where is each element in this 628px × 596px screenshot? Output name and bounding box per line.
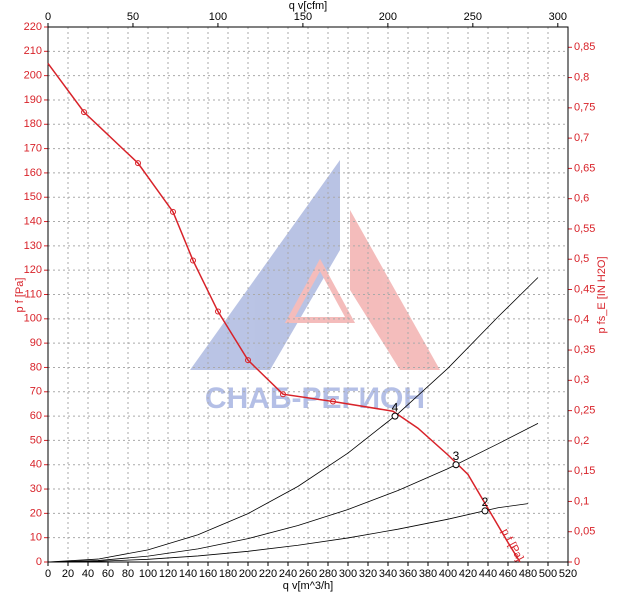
y-tick-label: 0 [36, 556, 42, 568]
y-axis-label: p f [Pa] [14, 278, 26, 313]
y2-tick-label: 0,75 [574, 102, 595, 114]
y2-tick-label: 0,45 [574, 283, 595, 295]
y-tick-label: 10 [30, 532, 42, 544]
x-tick-label: 280 [319, 568, 337, 580]
operating-point [481, 507, 489, 515]
x-tick-label: 220 [259, 568, 277, 580]
x-tick-label: 0 [45, 568, 51, 580]
plot-frame [47, 26, 569, 563]
curve-marker [215, 308, 221, 315]
x2-tick-label: 0 [45, 11, 51, 23]
curve-marker [170, 208, 176, 215]
x-tick-label: 160 [199, 568, 217, 580]
y2-tick-label: 0,25 [574, 405, 595, 417]
x-tick-label: 520 [559, 568, 577, 580]
operating-point-label: 2 [482, 495, 489, 509]
curve-marker [135, 160, 141, 167]
y-tick-label: 210 [24, 45, 42, 57]
curve-marker [81, 109, 87, 116]
y-tick-label: 190 [24, 94, 42, 106]
fan-curve [47, 63, 521, 563]
x-tick-label: 380 [419, 568, 437, 580]
system-curve [47, 503, 529, 563]
x-tick-label: 420 [459, 568, 477, 580]
x-tick-label: 100 [139, 568, 157, 580]
y-tick-label: 180 [24, 118, 42, 130]
x-tick-label: 260 [299, 568, 317, 580]
y2-tick-label: 0,85 [574, 41, 595, 53]
y2-tick-label: 0,7 [574, 132, 589, 144]
x-tick-label: 460 [499, 568, 517, 580]
y-tick-label: 20 [30, 507, 42, 519]
y-tick-label: 70 [30, 386, 42, 398]
x-tick-label: 140 [179, 568, 197, 580]
y2-tick-label: 0,3 [574, 374, 589, 386]
y-tick-label: 90 [30, 337, 42, 349]
y-tick-label: 220 [24, 21, 42, 33]
x-tick-label: 440 [479, 568, 497, 580]
y2-tick-label: 0,2 [574, 435, 589, 447]
system-curve [47, 277, 539, 563]
y2-tick-label: 0,1 [574, 495, 589, 507]
curve-marker [330, 398, 336, 405]
y-tick-label: 50 [30, 434, 42, 446]
x2-tick-label: 300 [549, 11, 567, 23]
curve-marker [245, 357, 251, 364]
y-tick-label: 80 [30, 361, 42, 373]
x-tick-label: 500 [539, 568, 557, 580]
x-tick-label: 40 [82, 568, 94, 580]
operating-point [391, 412, 399, 420]
x-axis-label: q v[m^3/h] [283, 580, 333, 592]
x2-tick-label: 150 [294, 11, 312, 23]
x-tick-label: 360 [399, 568, 417, 580]
y-tick-label: 40 [30, 459, 42, 471]
y-tick-label: 200 [24, 70, 42, 82]
x2-tick-label: 100 [209, 11, 227, 23]
y-tick-label: 150 [24, 191, 42, 203]
y2-tick-label: 0,35 [574, 344, 595, 356]
x-tick-label: 20 [62, 568, 74, 580]
operating-point [452, 461, 460, 469]
x-tick-label: 200 [239, 568, 257, 580]
x-tick-label: 400 [439, 568, 457, 580]
y-tick-label: 170 [24, 142, 42, 154]
y2-tick-label: 0,5 [574, 253, 589, 265]
y2-axis-label: p fs_E [IN H2O] [596, 256, 608, 333]
y-tick-label: 140 [24, 215, 42, 227]
x2-axis-label: q v[cfm] [289, 0, 328, 12]
y-tick-label: 110 [24, 288, 42, 300]
x2-tick-label: 200 [379, 11, 397, 23]
x-tick-label: 120 [159, 568, 177, 580]
y-tick-label: 100 [24, 313, 42, 325]
y2-tick-label: 0,6 [574, 193, 589, 205]
y2-tick-label: 0,8 [574, 71, 589, 83]
y2-tick-label: 0,55 [574, 223, 595, 235]
x-tick-label: 240 [279, 568, 297, 580]
y-tick-label: 160 [24, 167, 42, 179]
x-tick-label: 480 [519, 568, 537, 580]
y-tick-label: 30 [30, 483, 42, 495]
y2-tick-label: 0,05 [574, 526, 595, 538]
x2-tick-label: 50 [127, 11, 139, 23]
x-tick-label: 340 [379, 568, 397, 580]
x-tick-label: 60 [102, 568, 114, 580]
x2-tick-label: 250 [464, 11, 482, 23]
y-tick-label: 60 [30, 410, 42, 422]
y2-tick-label: 0,65 [574, 162, 595, 174]
y-tick-label: 130 [24, 240, 42, 252]
y2-tick-label: 0 [574, 556, 580, 568]
x-tick-label: 80 [122, 568, 134, 580]
curve-marker [190, 257, 196, 264]
system-curve [47, 423, 539, 563]
operating-point-label: 4 [392, 400, 399, 414]
x-tick-label: 180 [219, 568, 237, 580]
x-tick-label: 300 [339, 568, 357, 580]
y2-tick-label: 0,4 [574, 314, 589, 326]
operating-point-label: 3 [453, 449, 460, 463]
y2-tick-label: 0,15 [574, 465, 595, 477]
curve-marker [280, 391, 286, 398]
y-tick-label: 120 [24, 264, 42, 276]
x-tick-label: 320 [359, 568, 377, 580]
